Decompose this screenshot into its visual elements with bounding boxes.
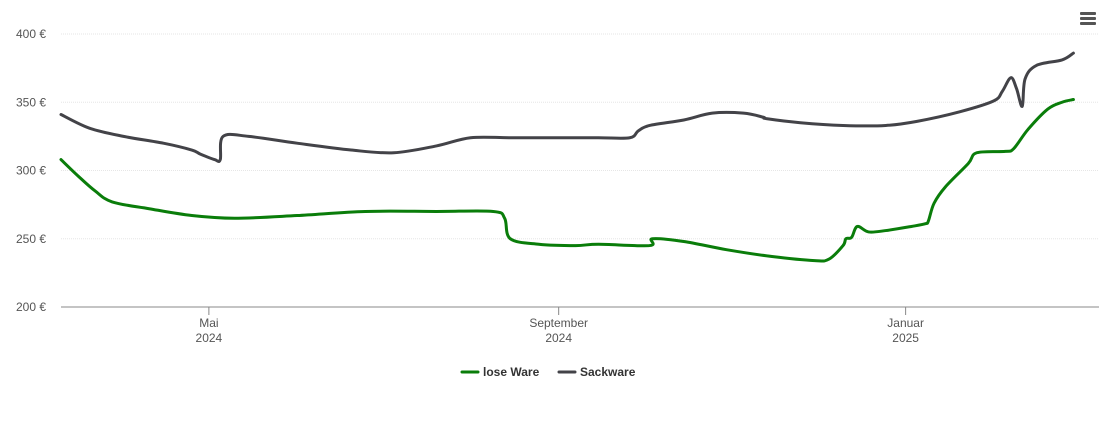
- y-tick-label: 300 €: [16, 164, 46, 178]
- legend-item[interactable]: Sackware: [557, 365, 636, 379]
- y-tick-label: 200 €: [16, 300, 46, 314]
- legend-item[interactable]: lose Ware: [460, 365, 540, 379]
- y-tick-label: 350 €: [16, 95, 46, 109]
- series-line-lose-ware[interactable]: [59, 98, 1075, 263]
- y-tick-label: 250 €: [16, 232, 46, 246]
- x-tick-label-month: Mai: [199, 316, 218, 330]
- legend-label: Sackware: [580, 365, 636, 379]
- legend-label: lose Ware: [483, 365, 540, 379]
- x-tick-label-month: September: [529, 316, 588, 330]
- series-lines: [59, 51, 1075, 263]
- y-tick-label: 400 €: [16, 27, 46, 41]
- x-tick-label-month: Januar: [887, 316, 924, 330]
- hamburger-menu-icon[interactable]: [1076, 10, 1100, 32]
- x-tick-label-year: 2024: [545, 331, 572, 345]
- axes: 200 €250 €300 €350 €400 €Mai2024Septembe…: [16, 27, 1099, 345]
- legend: lose Ware Sackware: [460, 365, 636, 379]
- x-tick-label-year: 2024: [196, 331, 223, 345]
- series-line-sackware[interactable]: [59, 51, 1075, 163]
- x-tick-label-year: 2025: [892, 331, 919, 345]
- gridlines: [61, 33, 1099, 240]
